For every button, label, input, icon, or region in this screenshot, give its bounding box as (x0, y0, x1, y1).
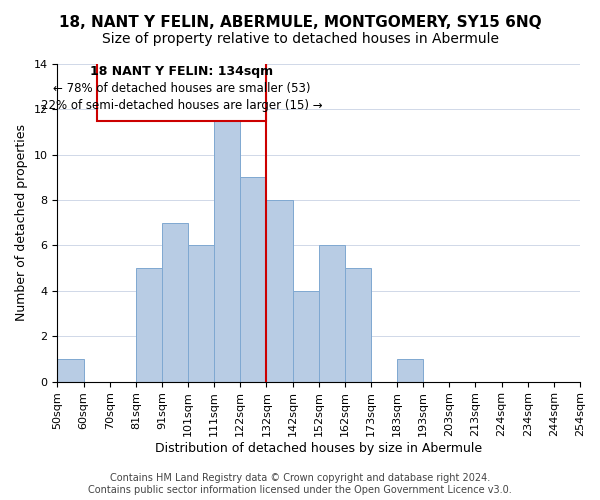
Bar (214, 110, 241, 382)
Bar (97, 57, 266, 120)
Y-axis label: Number of detached properties: Number of detached properties (15, 124, 28, 322)
X-axis label: Distribution of detached houses by size in Abermule: Distribution of detached houses by size … (155, 442, 482, 455)
Text: 18, NANT Y FELIN, ABERMULE, MONTGOMERY, SY15 6NQ: 18, NANT Y FELIN, ABERMULE, MONTGOMERY, … (59, 15, 541, 30)
Bar (188, 246, 214, 382)
Text: Size of property relative to detached houses in Abermule: Size of property relative to detached ho… (101, 32, 499, 46)
Bar (293, 291, 319, 382)
Bar (162, 223, 188, 382)
Bar (266, 200, 293, 382)
Bar (319, 246, 345, 382)
Bar (241, 178, 266, 382)
Text: 22% of semi-detached houses are larger (15) →: 22% of semi-detached houses are larger (… (41, 100, 322, 112)
Bar (397, 359, 423, 382)
Text: Contains HM Land Registry data © Crown copyright and database right 2024.
Contai: Contains HM Land Registry data © Crown c… (88, 474, 512, 495)
Bar (58, 359, 83, 382)
Text: ← 78% of detached houses are smaller (53): ← 78% of detached houses are smaller (53… (53, 82, 310, 96)
Bar (136, 268, 162, 382)
Bar (345, 268, 371, 382)
Text: 18 NANT Y FELIN: 134sqm: 18 NANT Y FELIN: 134sqm (90, 66, 273, 78)
